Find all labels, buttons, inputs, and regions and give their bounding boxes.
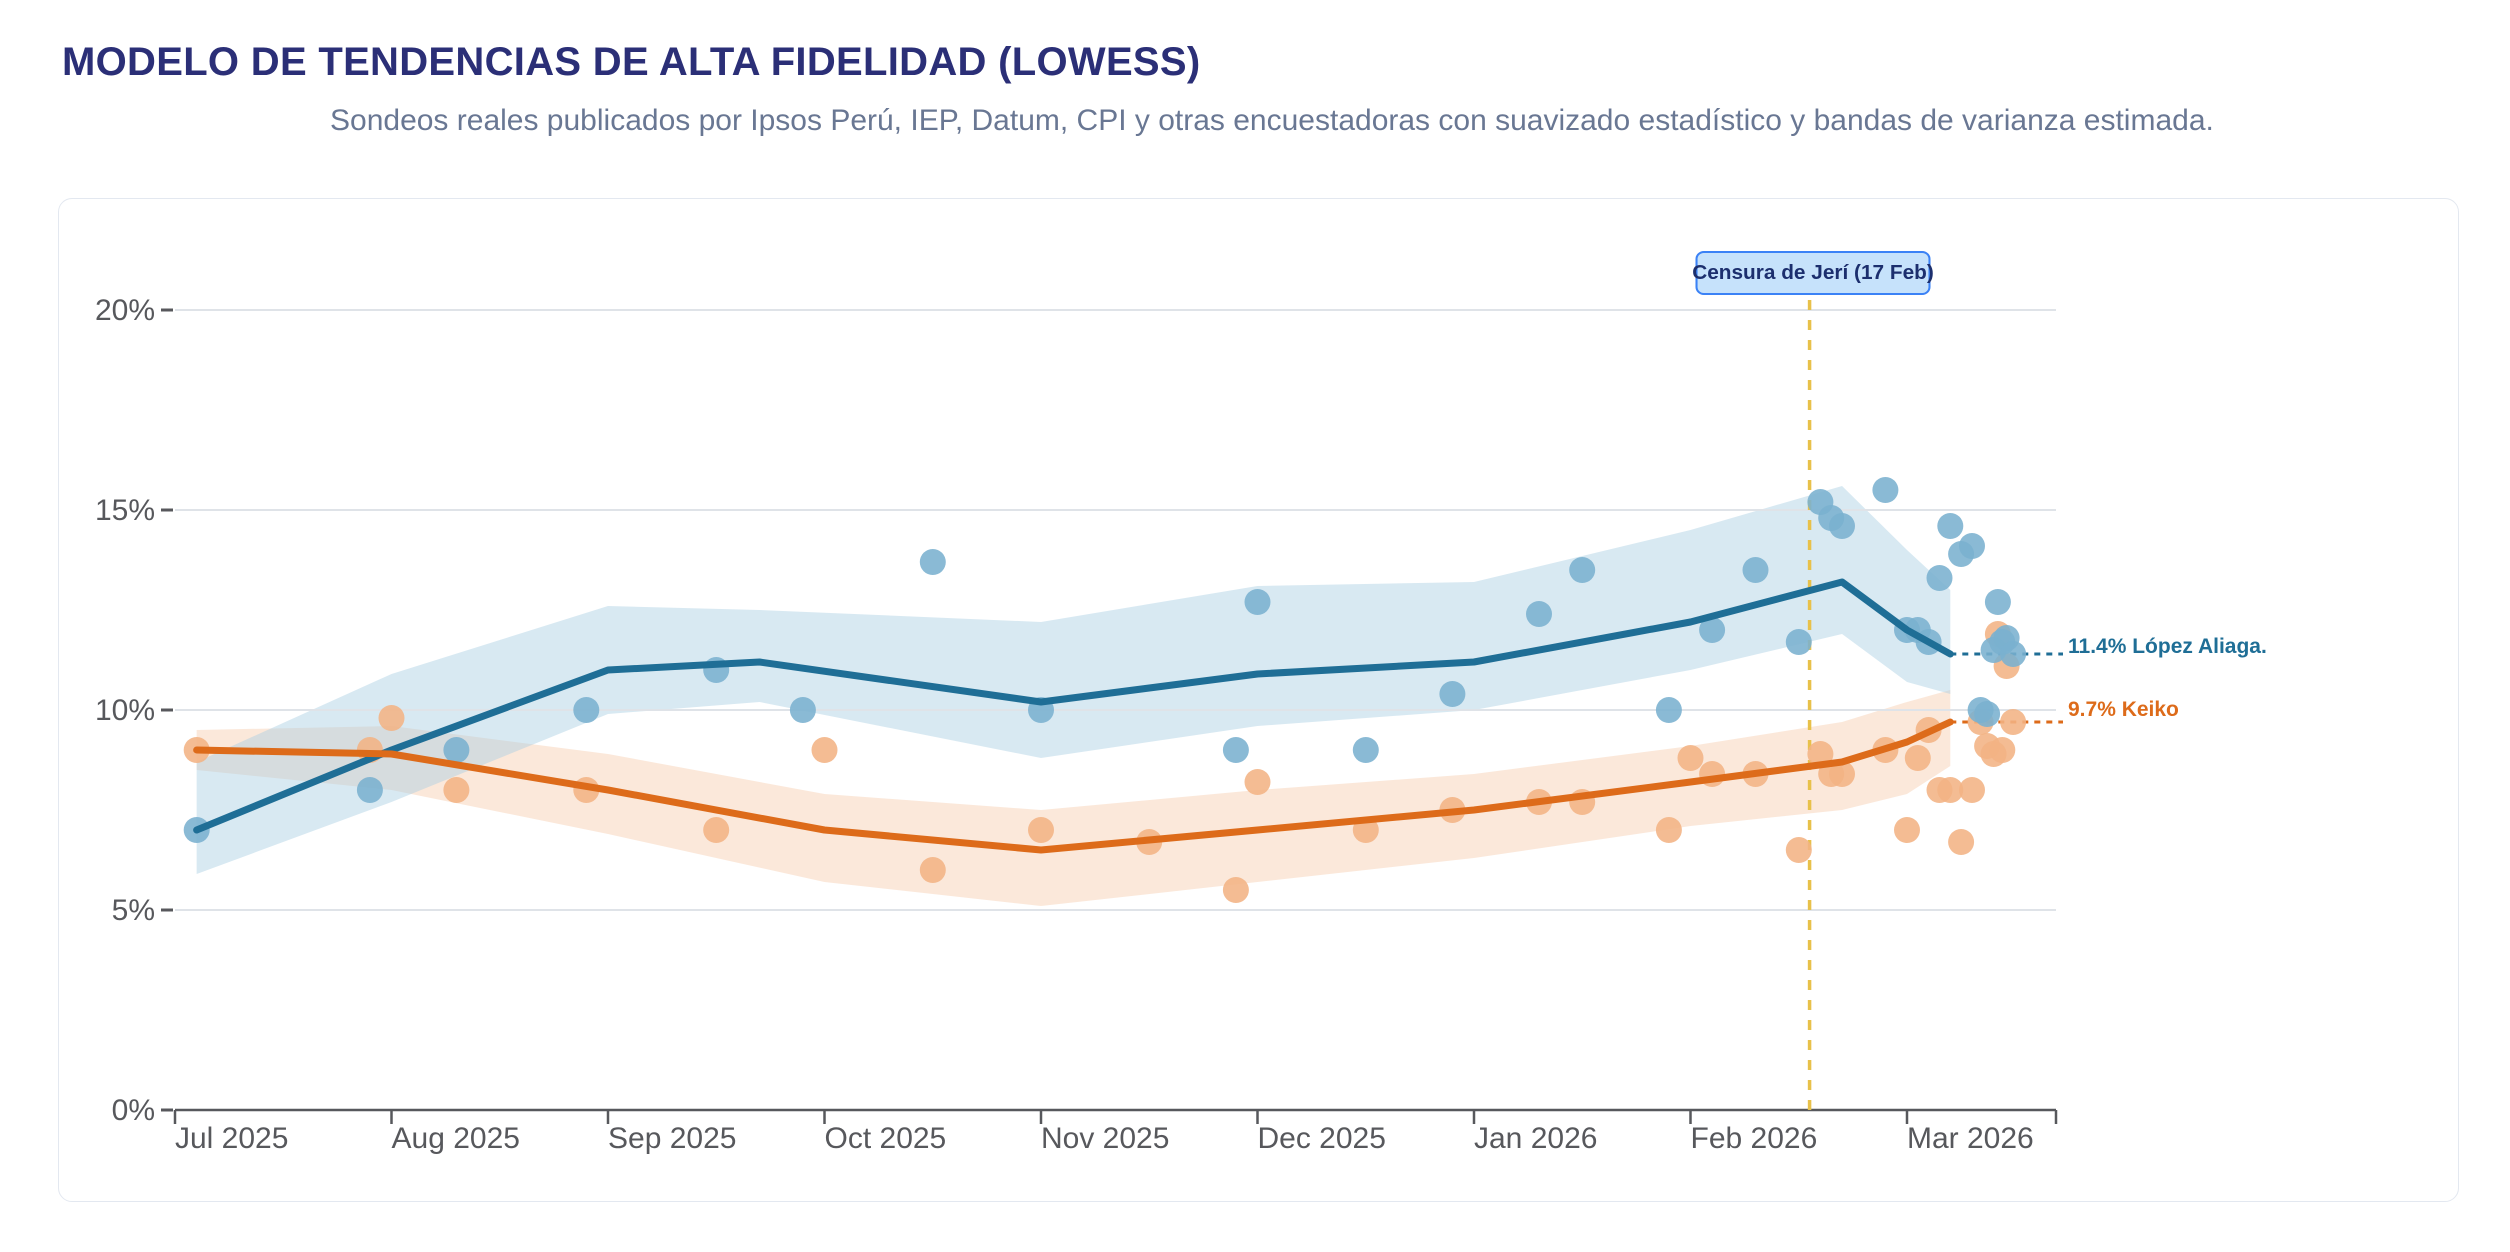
svg-text:Feb 2026: Feb 2026 [1691, 1122, 1818, 1155]
svg-text:15%: 15% [95, 494, 155, 527]
svg-text:Mar 2026: Mar 2026 [1907, 1122, 2034, 1155]
svg-text:10%: 10% [95, 694, 155, 727]
svg-text:5%: 5% [112, 894, 155, 927]
svg-text:Jul 2025: Jul 2025 [175, 1122, 288, 1155]
svg-text:Sep 2025: Sep 2025 [608, 1122, 736, 1155]
svg-text:Aug 2025: Aug 2025 [392, 1122, 520, 1155]
svg-text:20%: 20% [95, 294, 155, 327]
svg-text:Dec 2025: Dec 2025 [1258, 1122, 1386, 1155]
svg-text:0%: 0% [112, 1094, 155, 1127]
svg-text:Nov 2025: Nov 2025 [1041, 1122, 1169, 1155]
svg-text:Oct 2025: Oct 2025 [825, 1122, 947, 1155]
svg-text:Jan 2026: Jan 2026 [1474, 1122, 1597, 1155]
